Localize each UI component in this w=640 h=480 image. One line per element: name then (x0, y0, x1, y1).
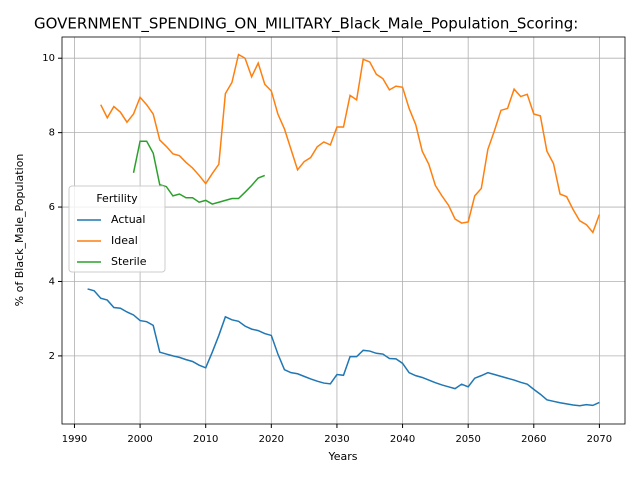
x-tick-label: 2010 (193, 434, 218, 445)
y-tick-label: 6 (49, 202, 55, 213)
x-tick-label: 2000 (127, 434, 152, 445)
line (100, 53, 601, 234)
y-tick-label: 2 (49, 351, 55, 362)
y-axis-label: % of Black_Male_Population (13, 154, 26, 307)
x-tick-label: 2030 (324, 434, 349, 445)
legend-box (68, 185, 166, 273)
x-tick-label: 1990 (62, 434, 87, 445)
chart-title: GOVERNMENT_SPENDING_ON_MILITARY_Black_Ma… (34, 15, 578, 34)
x-tick-label: 2060 (521, 434, 546, 445)
legend-label: Sterile (111, 255, 147, 268)
legend-label: Actual (111, 213, 145, 226)
axes-frame (61, 36, 626, 425)
x-axis-label: Years (327, 450, 357, 463)
y-tick-label: 8 (49, 128, 55, 139)
x-tick-label: 2040 (390, 434, 415, 445)
line (87, 288, 600, 407)
y-tick-label: 4 (49, 276, 55, 287)
legend-title: Fertility (96, 192, 138, 205)
legend-label: Ideal (111, 234, 138, 247)
x-tick-label: 2050 (455, 434, 480, 445)
line (132, 140, 266, 205)
y-tick-label: 10 (42, 53, 55, 64)
x-tick-label: 2020 (259, 434, 284, 445)
x-tick-label: 2070 (587, 434, 612, 445)
